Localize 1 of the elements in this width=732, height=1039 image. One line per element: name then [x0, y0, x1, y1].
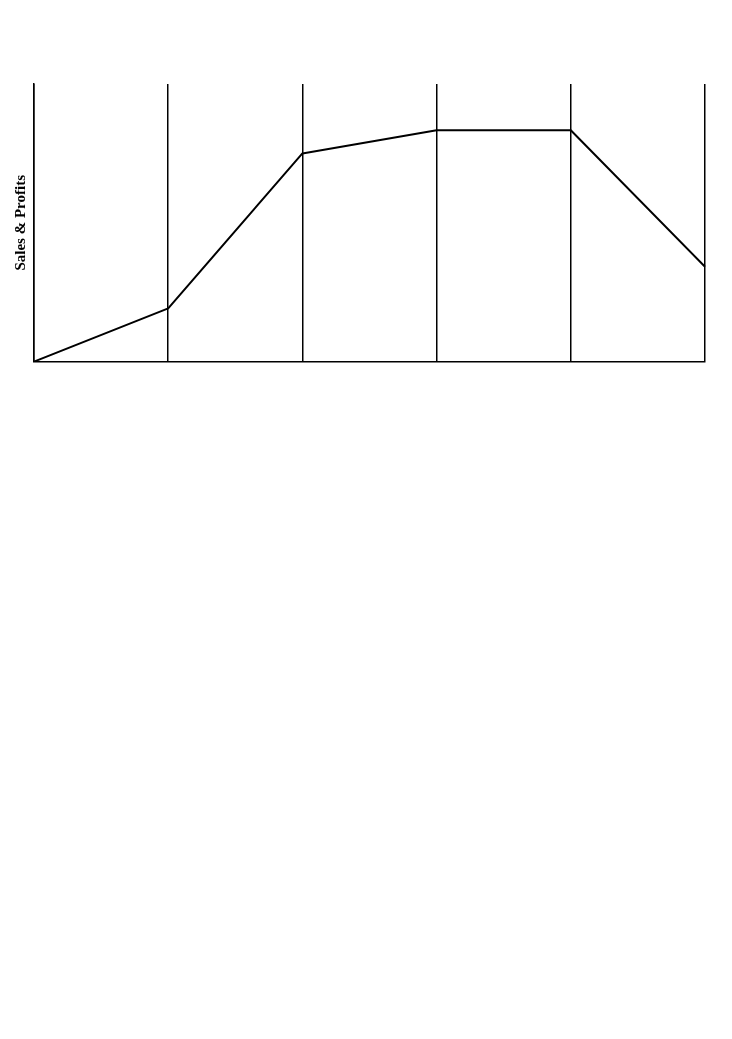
y-axis-title: Sales & Profits [11, 174, 28, 271]
